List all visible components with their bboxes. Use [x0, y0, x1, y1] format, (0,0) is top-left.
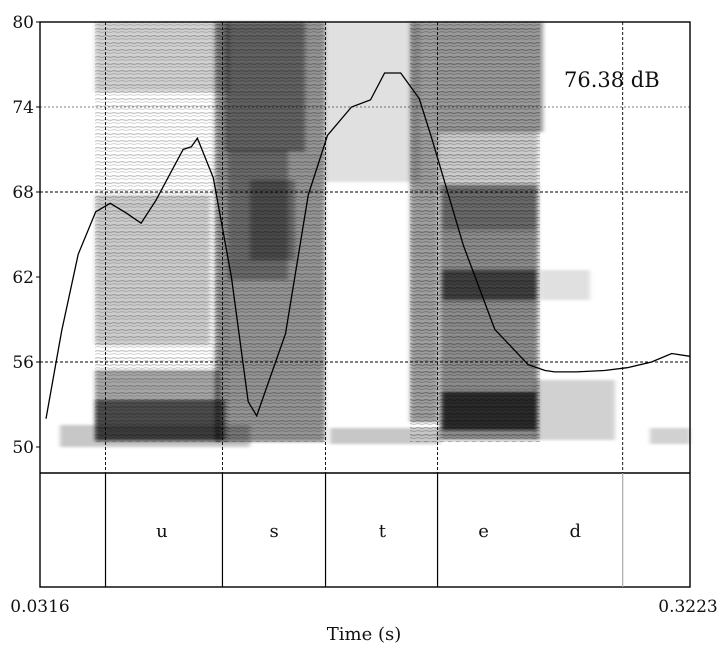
y-tick-68: 68: [12, 183, 34, 203]
segment-label-d: d: [570, 521, 582, 542]
y-tick-74: 74: [12, 98, 34, 118]
segment-label-s: s: [269, 521, 278, 542]
y-axis-ticks: 50 56 62 68 74 80: [12, 13, 40, 458]
segment-label-e: e: [478, 521, 489, 542]
x-tick-left: 0.0316: [10, 597, 69, 617]
segment-boundary-gridlines: [105, 22, 624, 473]
intensity-series: [45, 72, 691, 419]
segment-label-u: u: [156, 521, 168, 542]
y-tick-56: 56: [12, 353, 34, 373]
segment-label-t: t: [379, 521, 387, 542]
plot-frame: [39, 21, 691, 588]
y-tick-80: 80: [12, 13, 34, 33]
intensity-readout: 76.38 dB: [564, 68, 660, 92]
spectrogram-texture: [95, 22, 540, 442]
y-tick-62: 62: [12, 268, 34, 288]
x-axis-title: Time (s): [327, 624, 402, 645]
intensity-curve: [45, 72, 691, 419]
horizontal-gridlines: [40, 106, 690, 363]
y-tick-50: 50: [12, 438, 34, 458]
x-tick-right: 0.3223: [658, 597, 717, 617]
